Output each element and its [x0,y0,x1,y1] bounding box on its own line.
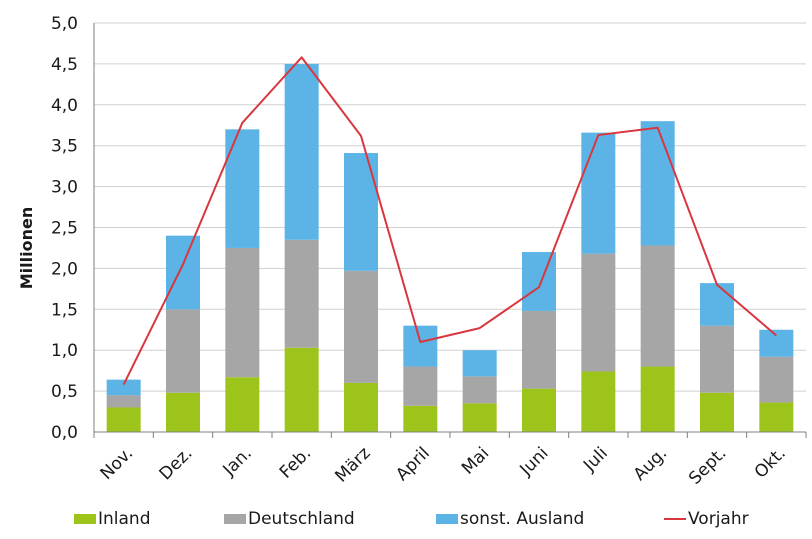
x-category-label: Jan. [219,443,256,480]
bar-segment [759,402,794,432]
y-tick-label: 3,5 [51,137,78,157]
bar-segment [225,247,260,378]
x-category-label: April [392,443,434,485]
bar-segment [462,403,497,432]
bar-segment [403,325,438,367]
bar-segment [581,371,616,432]
y-tick-label: 2,5 [51,219,78,239]
bar-segment [759,329,794,357]
vorjahr-line-path [122,56,777,385]
gridlines [94,22,806,392]
bar-segment [166,309,200,393]
bar-segment [640,366,675,432]
x-category-label: Okt. [751,443,790,482]
bar-segment [759,356,794,403]
y-tick-label: 1,5 [51,300,78,320]
x-category-label: Sept. [685,443,730,488]
y-tick-label: 3,0 [51,178,78,198]
legend: Inland Deutschland sonst. Ausland Vorjahr [74,509,749,529]
bar-segment [344,270,378,383]
legend-swatch [224,514,246,524]
legend-swatch [74,514,96,524]
legend-label: Inland [98,509,151,529]
y-axis-ticks: 0,0 0,5 1,0 1,5 2,0 2,5 3,0 3,5 4,0 4,5 5,0 [51,14,78,443]
bar-segment [403,366,438,406]
bar-segment [344,382,378,432]
bar-segment [106,379,141,396]
bar-segment [403,405,438,432]
bar-segment [522,252,556,311]
x-category-label: Aug. [630,443,671,484]
bar-segment [166,392,200,432]
x-category-label: Feb. [276,443,315,482]
y-tick-label: 0,0 [51,423,78,443]
y-axis-title: Millionen [17,207,36,289]
bar-segment [581,253,616,372]
bar-segment [700,325,734,393]
bar-segment [522,310,556,389]
bar-segment [462,376,497,404]
vorjahr-line [122,56,777,385]
y-tick-label: 1,0 [51,341,78,361]
bar-segment [284,347,319,432]
x-category-label: Mai [458,443,493,478]
bar-segment [225,129,260,248]
bar-segment [640,245,675,367]
legend-label: sonst. Ausland [460,509,584,529]
y-tick-label: 0,5 [51,382,78,402]
y-tick-label: 5,0 [51,14,78,34]
x-category-label: Juni [516,443,553,480]
bar-segment [640,121,675,246]
bar-segment [106,407,141,432]
x-category-label: März [331,443,374,486]
legend-swatch [436,514,458,524]
x-category-label: Nov. [97,443,137,483]
bar-segment [225,377,260,432]
bars [106,63,794,432]
bar-segment [284,63,319,240]
bar-segment [581,132,616,254]
bar-segment [700,392,734,432]
bar-segment [166,235,200,310]
x-axis [93,23,807,438]
x-axis-category-labels: Nov. Dez. Jan. Feb. März April Mai Juni Juli Aug.… [97,443,790,488]
bar-segment [344,153,378,271]
y-tick-label: 4,5 [51,55,78,75]
bar-segment [106,395,141,408]
x-category-label: Dez. [156,443,197,484]
y-tick-label: 4,0 [51,96,78,116]
bar-segment [462,350,497,377]
y-tick-label: 2,0 [51,259,78,279]
bar-segment [700,283,734,326]
bar-segment [522,388,556,432]
x-category-label: Juli [579,443,612,476]
legend-label: Vorjahr [688,509,749,529]
legend-label: Deutschland [248,509,355,529]
bar-segment [284,239,319,348]
